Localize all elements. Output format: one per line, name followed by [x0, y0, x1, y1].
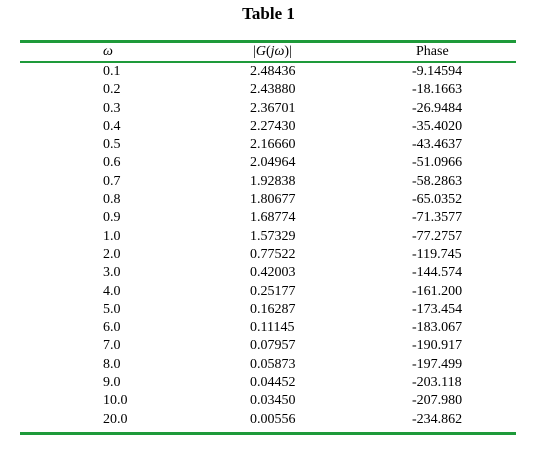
omega-cell: 5.0: [103, 301, 121, 317]
omega-cell: 0.1: [103, 64, 121, 79]
table-row: 0.3 2.36701 -26.9484: [0, 100, 537, 118]
magnitude-cell: 1.57329: [250, 228, 296, 244]
header-omega: ω: [103, 44, 113, 60]
phase-cell: -173.454: [412, 301, 463, 317]
magnitude-omega: ω: [274, 44, 285, 59]
omega-symbol: ω: [103, 44, 113, 59]
magnitude-cell: 2.16660: [250, 137, 296, 153]
magnitude-cell: 1.92838: [250, 173, 296, 189]
magnitude-cell: 0.42003: [250, 265, 296, 281]
omega-cell: 9.0: [103, 375, 121, 391]
table-row: 2.0 0.77522 -119.745: [0, 246, 537, 264]
phase-cell: -51.0966: [412, 155, 463, 171]
magnitude-j: j: [270, 44, 275, 59]
omega-cell: 0.4: [103, 118, 121, 134]
magnitude-cell: 0.25177: [250, 283, 296, 299]
magnitude-cell: 0.04452: [250, 375, 296, 391]
phase-cell: -18.1663: [412, 82, 463, 98]
table-row: 0.1 2.48436 -9.14594: [0, 63, 537, 81]
phase-cell: -190.917: [412, 338, 463, 354]
magnitude-cell: 1.80677: [250, 192, 296, 208]
table-body: 0.1 2.48436 -9.14594 0.2 2.43880 -18.1663 0.3 2…: [0, 63, 537, 429]
phase-cell: -161.200: [412, 283, 463, 299]
header-rule: [20, 61, 516, 63]
phase-cell: -119.745: [412, 246, 462, 262]
phase-cell: -197.499: [412, 356, 463, 372]
table-row: 4.0 0.25177 -161.200: [0, 283, 537, 301]
table-row: 8.0 0.05873 -197.499: [0, 356, 537, 374]
table-row: 20.0 0.00556 -234.862: [0, 411, 537, 429]
header-phase: Phase: [416, 44, 449, 59]
phase-cell: -183.067: [412, 320, 463, 336]
omega-cell: 0.8: [103, 192, 121, 208]
magnitude-cell: 0.03450: [250, 393, 296, 409]
table-caption: Table 1: [242, 4, 295, 23]
magnitude-cell: 0.07957: [250, 338, 296, 354]
table-row: 1.0 1.57329 -77.2757: [0, 228, 537, 246]
magnitude-cell: 2.27430: [250, 118, 296, 134]
table-row: 0.4 2.27430 -35.4020: [0, 118, 537, 136]
table-row: 0.2 2.43880 -18.1663: [0, 81, 537, 99]
magnitude-cell: 2.36701: [250, 100, 296, 116]
phase-cell: -58.2863: [412, 173, 463, 189]
magnitude-paren-close: ): [284, 44, 290, 59]
omega-cell: 8.0: [103, 356, 121, 372]
magnitude-cell: 2.48436: [250, 64, 296, 79]
bottom-rule: [20, 432, 516, 435]
phase-cell: -35.4020: [412, 118, 463, 134]
phase-cell: -71.3577: [412, 210, 463, 226]
omega-cell: 4.0: [103, 283, 121, 299]
phase-cell: -234.862: [412, 411, 463, 427]
header-magnitude: |G(jω)|: [253, 44, 292, 60]
omega-cell: 6.0: [103, 320, 121, 336]
phase-cell: -9.14594: [412, 64, 463, 79]
table-row: 6.0 0.11145 -183.067: [0, 319, 537, 337]
phase-cell: -203.118: [412, 375, 462, 391]
omega-cell: 2.0: [103, 246, 121, 262]
magnitude-bar-left: |: [253, 44, 256, 59]
omega-cell: 7.0: [103, 338, 121, 354]
omega-cell: 0.7: [103, 173, 121, 189]
omega-cell: 0.6: [103, 155, 121, 171]
magnitude-g: G: [255, 44, 266, 59]
table-row: 10.0 0.03450 -207.980: [0, 392, 537, 410]
magnitude-cell: 0.16287: [250, 301, 296, 317]
phase-cell: -65.0352: [412, 192, 463, 208]
top-rule: [20, 40, 516, 43]
magnitude-cell: 1.68774: [250, 210, 296, 226]
magnitude-cell: 0.77522: [250, 246, 296, 262]
phase-cell: -43.4637: [412, 137, 463, 153]
magnitude-cell: 0.05873: [250, 356, 296, 372]
table-row: 0.7 1.92838 -58.2863: [0, 173, 537, 191]
omega-cell: 0.2: [103, 82, 121, 98]
magnitude-paren-open: (: [265, 44, 271, 59]
table-row: 3.0 0.42003 -144.574: [0, 264, 537, 282]
table-row: 0.9 1.68774 -71.3577: [0, 209, 537, 227]
magnitude-cell: 2.43880: [250, 82, 296, 98]
omega-cell: 0.5: [103, 137, 121, 153]
table-row: 0.5 2.16660 -43.4637: [0, 136, 537, 154]
table-row: 7.0 0.07957 -190.917: [0, 337, 537, 355]
omega-cell: 20.0: [103, 411, 128, 427]
omega-cell: 0.9: [103, 210, 121, 226]
phase-cell: -26.9484: [412, 100, 463, 116]
omega-cell: 3.0: [103, 265, 121, 281]
magnitude-cell: 0.00556: [250, 411, 296, 427]
phase-cell: -144.574: [412, 265, 463, 281]
table-row: 9.0 0.04452 -203.118: [0, 374, 537, 392]
phase-cell: -207.980: [412, 393, 463, 409]
omega-cell: 10.0: [103, 393, 128, 409]
table-row: 0.8 1.80677 -65.0352: [0, 191, 537, 209]
omega-cell: 1.0: [103, 228, 121, 244]
magnitude-cell: 0.11145: [250, 320, 295, 336]
magnitude-bar-right: |: [289, 44, 292, 59]
magnitude-cell: 2.04964: [250, 155, 296, 171]
phase-cell: -77.2757: [412, 228, 463, 244]
table-row: 5.0 0.16287 -173.454: [0, 301, 537, 319]
omega-cell: 0.3: [103, 100, 121, 116]
table-row: 0.6 2.04964 -51.0966: [0, 154, 537, 172]
